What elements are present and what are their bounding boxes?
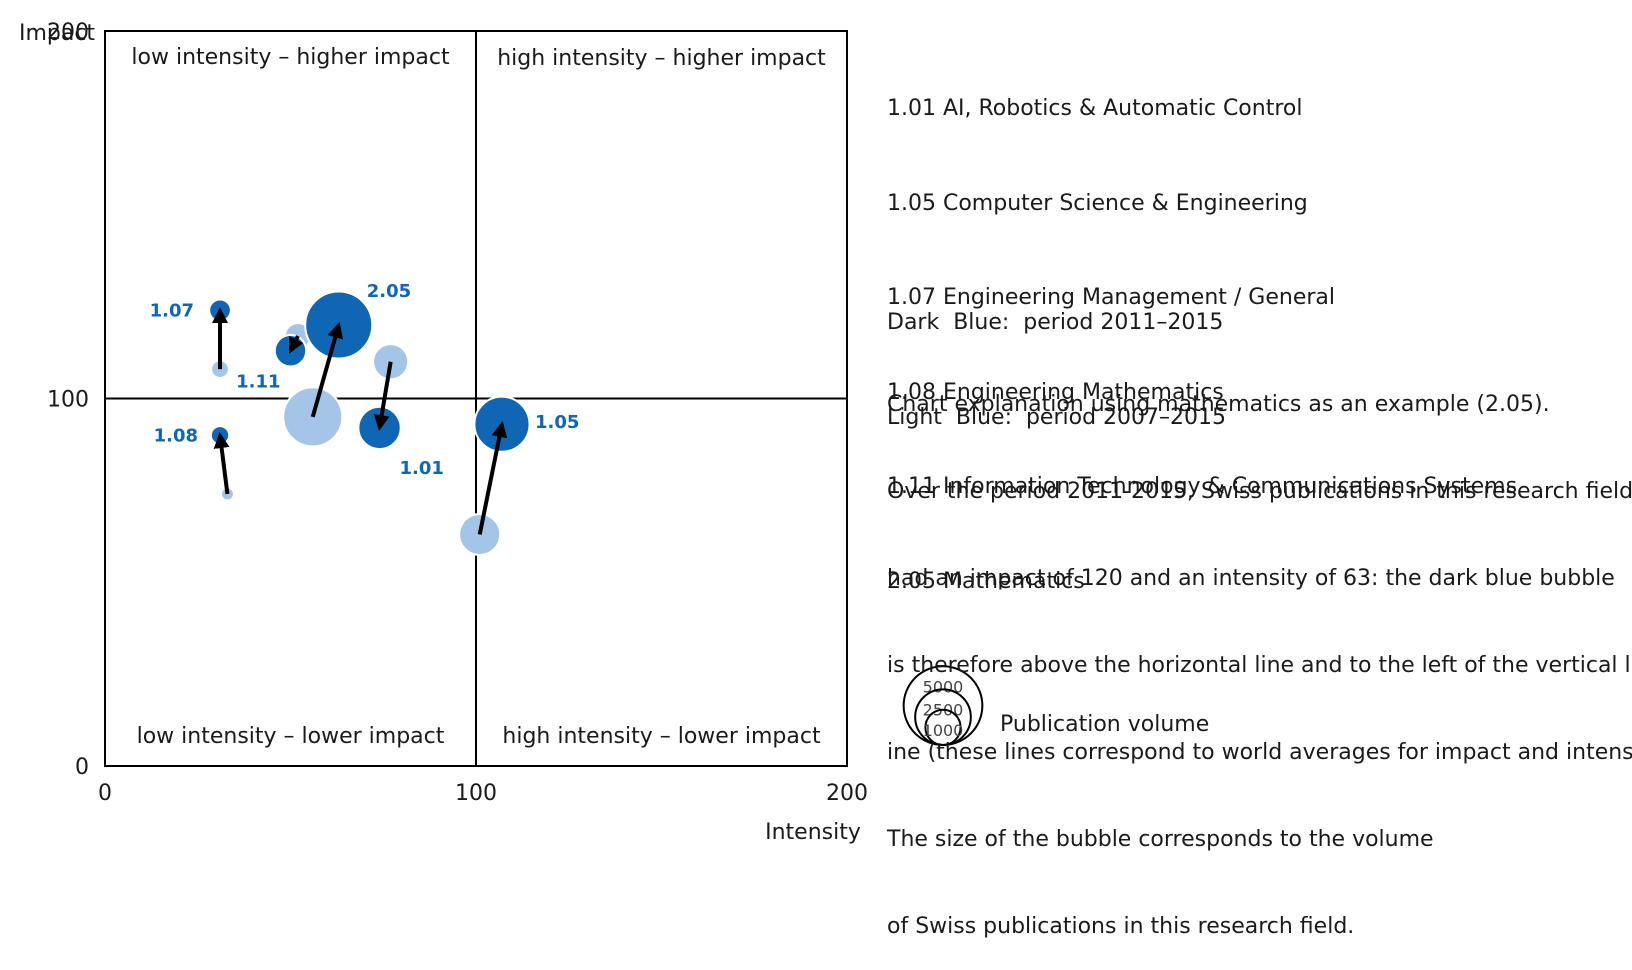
bubble-chart: 0 100 200 0 100 200 Intensity Impact low intensi… (19, 20, 984, 845)
y-tick-label: 100 (47, 388, 89, 413)
explanation-line: had an impact of 120 and an intensity of… (887, 566, 1615, 591)
explanation-line: ine (these lines correspond to world ave… (887, 740, 1632, 765)
change-arrow-1-01 (373, 361, 393, 432)
period-legend-light: Light Blue: period 2007–2015 (887, 404, 1227, 430)
explanation-line: Chart explanation using mathematics as a… (887, 392, 1550, 417)
size-legend-circle (924, 708, 962, 746)
explanation-line: The size of the bubble corresponds to th… (887, 827, 1434, 852)
field-legend: 1.01 AI, Robotics & Automatic Control 1.… (887, 30, 1517, 629)
explanation-line: is therefore above the horizontal line a… (887, 653, 1631, 678)
field-legend-item: 1.05 Computer Science & Engineering (887, 190, 1308, 216)
bubble-1-05-2007-2015 (458, 512, 502, 557)
change-arrow-1-08 (213, 432, 230, 495)
field-legend-item: 1.11 Information Technology & Communicat… (887, 474, 1518, 499)
period-legend-dark: Dark Blue: period 2011–2015 (887, 310, 1224, 335)
x-tick-label: 100 (455, 781, 497, 806)
period-legend: Dark Blue: period 2011–2015 Light Blue: … (887, 244, 1226, 465)
field-label-1-07: 1.07 (150, 300, 194, 321)
y-tick-label: 200 (47, 20, 89, 45)
quadrant-label-top-left: low intensity – higher impact (131, 45, 450, 70)
quadrant-label-top-right: high intensity – higher impact (497, 46, 826, 71)
quadrant-label-bottom-left: low intensity – lower impact (137, 724, 445, 749)
field-label-1-05: 1.05 (535, 412, 579, 433)
explanation-line: Over the period 2011-2015, Swiss publica… (887, 479, 1632, 504)
size-legend-value: 1000 (923, 721, 964, 740)
chart-explanation: Chart explanation using mathematics as a… (887, 332, 1632, 970)
y-tick-label: 0 (75, 755, 89, 780)
field-label-2-05: 2.05 (367, 281, 411, 302)
field-legend-item: 1.01 AI, Robotics & Automatic Control (887, 96, 1303, 121)
change-arrow-1-11 (288, 335, 304, 354)
field-legend-item: 1.07 Engineering Management / General (887, 285, 1335, 310)
field-legend-item: 1.08 Engineering Mathematics (887, 379, 1224, 405)
y-axis-label: Impact (19, 21, 95, 46)
field-label-1-08: 1.08 (154, 425, 198, 446)
x-tick-label: 0 (98, 781, 112, 806)
field-label-1-11: 1.11 (236, 372, 280, 393)
size-legend-title: Publication volume (1000, 712, 1210, 737)
field-legend-item: 2.05 Mathematics (887, 568, 1085, 594)
change-arrow-1-05 (477, 421, 508, 535)
explanation-line: of Swiss publications in this research f… (887, 914, 1355, 939)
x-axis-label: Intensity (765, 820, 861, 845)
quadrant-label-bottom-right: high intensity – lower impact (502, 724, 821, 749)
change-arrow-2-05 (310, 321, 343, 418)
x-tick-label: 200 (826, 781, 868, 806)
field-label-1-01: 1.01 (400, 458, 444, 479)
